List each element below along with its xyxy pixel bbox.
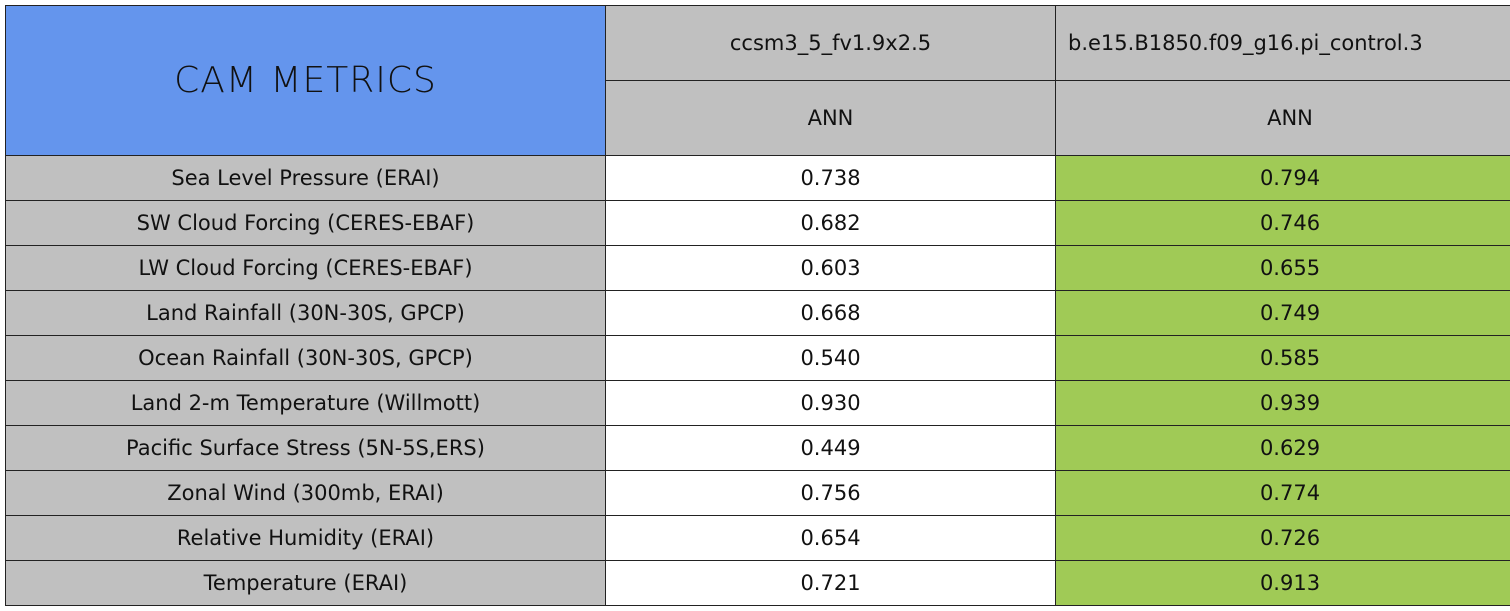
metric-value: 0.930 [605,380,1056,426]
metric-label: Relative Humidity (ERAI) [5,515,606,561]
metric-label: Zonal Wind (300mb, ERAI) [5,470,606,516]
metric-label: Pacific Surface Stress (5N-5S,ERS) [5,425,606,471]
metric-value: 0.721 [605,560,1056,606]
metric-value: 0.629 [1055,425,1510,471]
table-title: CAM METRICS [5,5,606,156]
metric-label: Land Rainfall (30N-30S, GPCP) [5,290,606,336]
metric-label: LW Cloud Forcing (CERES-EBAF) [5,245,606,291]
metric-label: Temperature (ERAI) [5,560,606,606]
metric-label: Land 2-m Temperature (Willmott) [5,380,606,426]
metric-value: 0.726 [1055,515,1510,561]
metric-value: 0.746 [1055,200,1510,246]
metric-value: 0.913 [1055,560,1510,606]
metric-value: 0.668 [605,290,1056,336]
metric-value: 0.774 [1055,470,1510,516]
metric-label: SW Cloud Forcing (CERES-EBAF) [5,200,606,246]
metric-value: 0.756 [605,470,1056,516]
metric-value: 0.585 [1055,335,1510,381]
column-header: b.e15.B1850.f09_g16.pi_control.3 [1055,5,1510,81]
metric-label: Sea Level Pressure (ERAI) [5,155,606,201]
metric-value: 0.682 [605,200,1056,246]
metric-value: 0.540 [605,335,1056,381]
metric-value: 0.794 [1055,155,1510,201]
period-header: ANN [605,80,1056,156]
metric-value: 0.749 [1055,290,1510,336]
metric-value: 0.654 [605,515,1056,561]
metric-value: 0.655 [1055,245,1510,291]
metric-value: 0.449 [605,425,1056,471]
metric-value: 0.939 [1055,380,1510,426]
column-header: ccsm3_5_fv1.9x2.5 [605,5,1056,81]
metric-value: 0.738 [605,155,1056,201]
metric-label: Ocean Rainfall (30N-30S, GPCP) [5,335,606,381]
metric-value: 0.603 [605,245,1056,291]
period-header: ANN [1055,80,1510,156]
